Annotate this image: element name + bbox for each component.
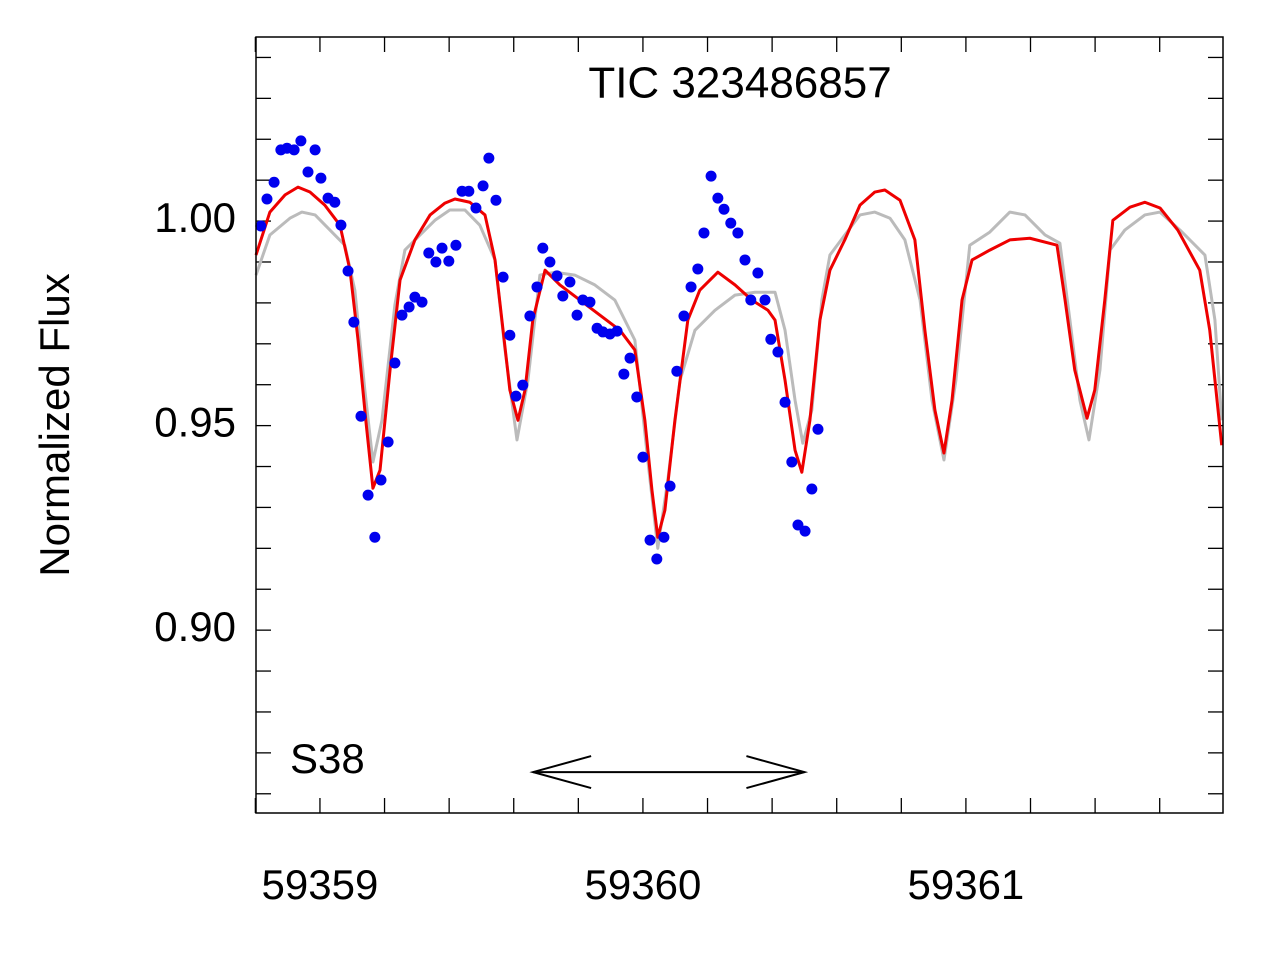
data-point [355,410,367,422]
data-point [450,239,462,251]
annotation: S38 [290,735,365,782]
data-point [255,220,267,232]
y-tick-label: 0.90 [154,603,236,650]
arrow-head-left [529,755,592,790]
data-point [624,352,636,364]
y-axis-label: Normalized Flux [31,273,78,576]
data-point [692,263,704,275]
data-point [698,227,710,239]
chart-title: TIC 323486857 [588,59,891,108]
data-point [295,135,307,147]
data-point [443,255,455,267]
data-point [779,396,791,408]
data-point [564,276,576,288]
data-point [671,365,683,377]
data-point [497,271,509,283]
data-point [739,254,751,266]
x-tick-label: 59361 [908,861,1025,908]
data-point [490,194,502,206]
data-point [510,390,522,402]
data-point [504,329,516,341]
data-point [463,185,475,197]
data-point [517,379,529,391]
data-point [389,357,401,369]
data-point [470,202,482,214]
data-point [752,267,764,279]
data-point [651,553,663,565]
data-point [765,333,777,345]
data-point [732,227,744,239]
data-point [309,144,321,156]
data-point [524,310,536,322]
data-point [712,192,724,204]
data-point [288,144,300,156]
data-point [329,196,341,208]
data-point [557,290,569,302]
data-point [799,525,811,537]
model-line [254,185,1224,539]
x-tick-label: 59359 [262,861,379,908]
data-point [685,281,697,293]
data-point [436,242,448,254]
data-point [261,193,273,205]
data-point [786,456,798,468]
data-point [571,309,583,321]
data-point [335,219,347,231]
data-point [678,310,690,322]
data-point [637,451,649,463]
data-point [268,176,280,188]
y-tick-label: 1.00 [154,194,236,241]
data-point [812,423,824,435]
data-point [584,296,596,308]
data-point [705,170,717,182]
data-point [618,368,630,380]
data-point [725,217,737,229]
data-point [430,256,442,268]
data-point [362,489,374,501]
data-point [375,474,387,486]
data-point [611,325,623,337]
data-point [537,242,549,254]
data-point [403,301,415,313]
plot-frame [255,36,1224,814]
data-point [792,519,804,531]
data-point [342,265,354,277]
data-point [658,531,670,543]
data-point [631,391,643,403]
data-point [759,294,771,306]
x-tick-label: 59360 [585,861,702,908]
data-point [302,166,314,178]
data-point [644,534,656,546]
data-point [483,152,495,164]
data-point [477,180,489,192]
data-point [551,270,563,282]
data-point [416,296,428,308]
data-point [382,436,394,448]
data-point [745,294,757,306]
data-point [664,480,676,492]
data-point [315,172,327,184]
data-point [348,316,360,328]
data-point [718,203,730,215]
data-point [806,483,818,495]
data-point [531,281,543,293]
data-point [396,309,408,321]
data-point [369,531,381,543]
data-point [544,256,556,268]
y-tick-label: 0.95 [154,399,236,446]
arrow-head-right [746,755,809,790]
data-point [772,346,784,358]
data-point [423,247,435,259]
